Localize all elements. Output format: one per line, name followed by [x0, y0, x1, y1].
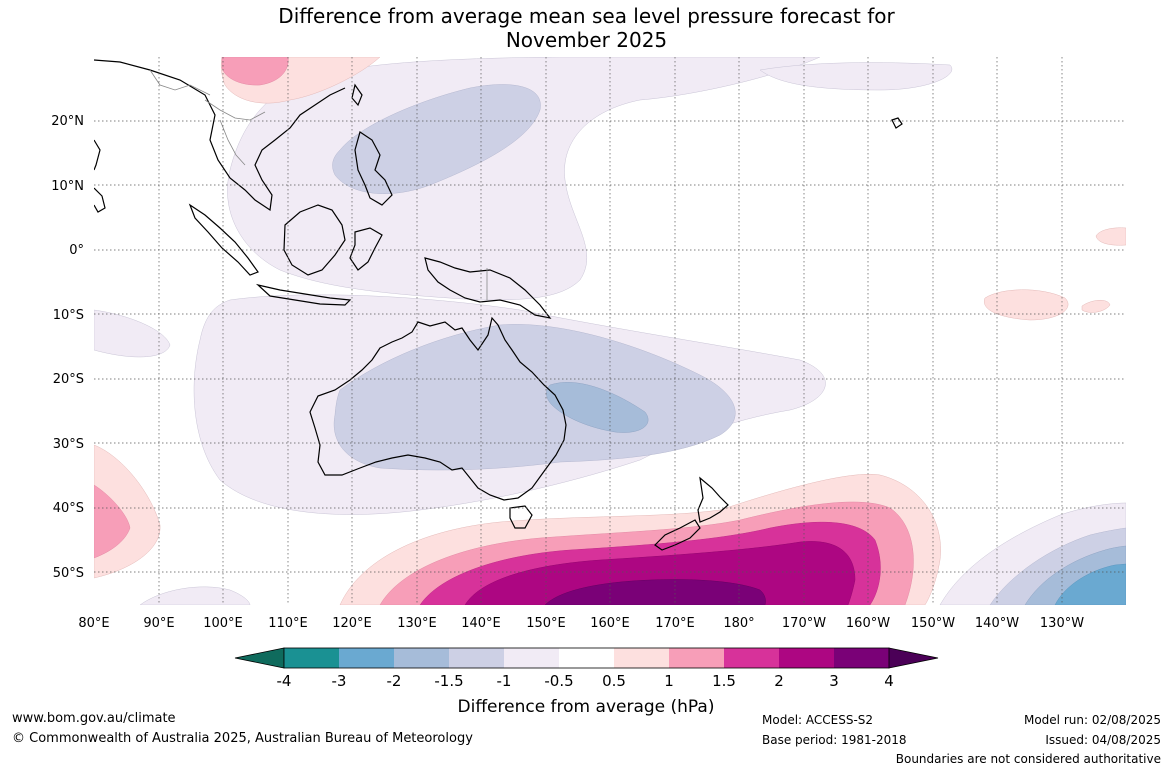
lon-label: 120°E — [332, 616, 372, 631]
contour-pos-1-west — [94, 484, 131, 559]
coastlines — [94, 59, 903, 551]
pressure-anomaly-contours — [94, 57, 1126, 605]
mainland-asia-coastline — [94, 59, 346, 212]
base-period: Base period: 1981-2018 — [762, 733, 907, 747]
lon-label: 160°W — [846, 616, 890, 631]
lon-label: 180° — [723, 616, 754, 631]
lat-label: 40°S — [53, 501, 84, 516]
colorbar-cell — [284, 648, 340, 668]
lat-label: 10°N — [51, 179, 84, 194]
lat-label: 10°S — [53, 308, 84, 323]
australia-coastline — [309, 316, 567, 501]
sulawesi-coastline — [349, 227, 383, 271]
colorbar-tick-label: 2 — [774, 672, 784, 690]
colorbar-cell — [669, 648, 725, 668]
lon-label: 100°E — [203, 616, 243, 631]
contour-pos-0-5-east-small — [1081, 300, 1111, 313]
lat-label: 0° — [69, 243, 84, 258]
colorbar-tick-label: 1 — [664, 672, 674, 690]
contour-pos-3-south — [544, 579, 766, 605]
colorbar-cell — [724, 648, 780, 668]
longitude-labels: 80°E 90°E 100°E 110°E 120°E 130°E 140°E … — [78, 616, 1084, 631]
lon-label: 140°E — [461, 616, 501, 631]
india-coastline — [94, 139, 101, 171]
lon-label: 160°E — [590, 616, 630, 631]
philippines-coastline — [354, 131, 393, 206]
contour-pos-1-se-asia — [221, 57, 289, 86]
colorbar-cell — [834, 648, 890, 668]
colorbar-cell — [504, 648, 560, 668]
hawaii-coastline — [891, 117, 903, 129]
tasmania-coastline — [509, 505, 533, 529]
sumatra-coastline — [188, 203, 259, 276]
lon-label: 90°E — [143, 616, 174, 631]
title-line-1: Difference from average mean sea level p… — [278, 4, 895, 28]
latitude-labels: 20°N 10°N 0° 10°S 20°S 30°S 40°S 50°S — [51, 114, 84, 581]
nz-north-island-coastline — [697, 476, 729, 523]
colorbar-tick-label: 4 — [884, 672, 894, 690]
contour-neg-0-5-north — [227, 57, 821, 301]
contour-neg-0-5-sw — [139, 586, 251, 605]
colorbar-tick-label: -2 — [387, 672, 402, 690]
colorbar-tick-label: -1 — [497, 672, 512, 690]
country-borders — [149, 69, 488, 300]
contour-neg-1-5-australia — [546, 382, 649, 433]
contour-neg-0-5-west — [94, 309, 171, 358]
lon-label: 170°E — [655, 616, 695, 631]
model-name: Model: ACCESS-S2 — [762, 713, 874, 727]
colorbar-cell — [614, 648, 670, 668]
graticule — [94, 57, 1126, 605]
lon-label: 150°E — [526, 616, 566, 631]
model-run-date: Model run: 02/08/2025 — [1023, 713, 1161, 727]
lon-label: 130°E — [397, 616, 437, 631]
colorbar-tick-label: -0.5 — [544, 672, 573, 690]
contour-pos-0-5-east — [983, 289, 1069, 321]
lon-label: 140°W — [975, 616, 1019, 631]
colorbar-frame — [283, 647, 890, 669]
lat-label: 50°S — [53, 566, 84, 581]
colorbar-cell — [779, 648, 835, 668]
colorbar-title: Difference from average (hPa) — [458, 697, 715, 717]
lon-label: 80°E — [78, 616, 109, 631]
copyright-text: © Commonwealth of Australia 2025, Austra… — [12, 731, 473, 746]
lon-label: 170°W — [782, 616, 826, 631]
colorbar-tick-label: 0.5 — [602, 672, 626, 690]
title-line-2: November 2025 — [505, 28, 668, 52]
colorbar-tick-label: -1.5 — [434, 672, 463, 690]
lon-label: 150°W — [911, 616, 955, 631]
java-coastline — [255, 283, 352, 306]
colorbar-tick-label: 3 — [829, 672, 839, 690]
boundaries-disclaimer: Boundaries are not considered authoritat… — [895, 752, 1161, 766]
colorbar-tick-label: -3 — [332, 672, 347, 690]
lat-label: 30°S — [53, 437, 84, 452]
colorbar-cell — [339, 648, 395, 668]
sri-lanka-coastline — [94, 187, 106, 213]
colorbar-cell — [449, 648, 505, 668]
colorbar: -4 -3 -2 -1.5 -1 -0.5 0.5 1 1.5 2 3 4 Difference fr… — [234, 647, 939, 717]
contour-pos-0-5-far-east — [1095, 227, 1126, 246]
colorbar-arrow-low — [234, 647, 285, 669]
issued-date: Issued: 04/08/2025 — [1045, 733, 1161, 747]
colorbar-tick-label: 1.5 — [712, 672, 736, 690]
lon-label: 110°E — [268, 616, 308, 631]
contour-neg-2-se — [1054, 563, 1126, 605]
colorbar-arrow-high — [888, 647, 939, 669]
map-title: Difference from average mean sea level p… — [0, 4, 1173, 52]
borneo-coastline — [283, 204, 346, 276]
website-link[interactable]: www.bom.gov.au/climate — [12, 711, 176, 726]
colorbar-cell — [394, 648, 450, 668]
contour-neg-1-north — [332, 84, 541, 194]
colorbar-tick-label: -4 — [277, 672, 292, 690]
lat-label: 20°S — [53, 372, 84, 387]
contour-neg-0-5-ne — [759, 62, 953, 91]
contour-neg-1-australia — [333, 324, 736, 471]
taiwan-coastline — [351, 83, 363, 107]
lon-label: 130°W — [1040, 616, 1084, 631]
lat-label: 20°N — [51, 114, 84, 129]
colorbar-cell — [559, 648, 615, 668]
new-guinea-coastline — [424, 257, 552, 319]
